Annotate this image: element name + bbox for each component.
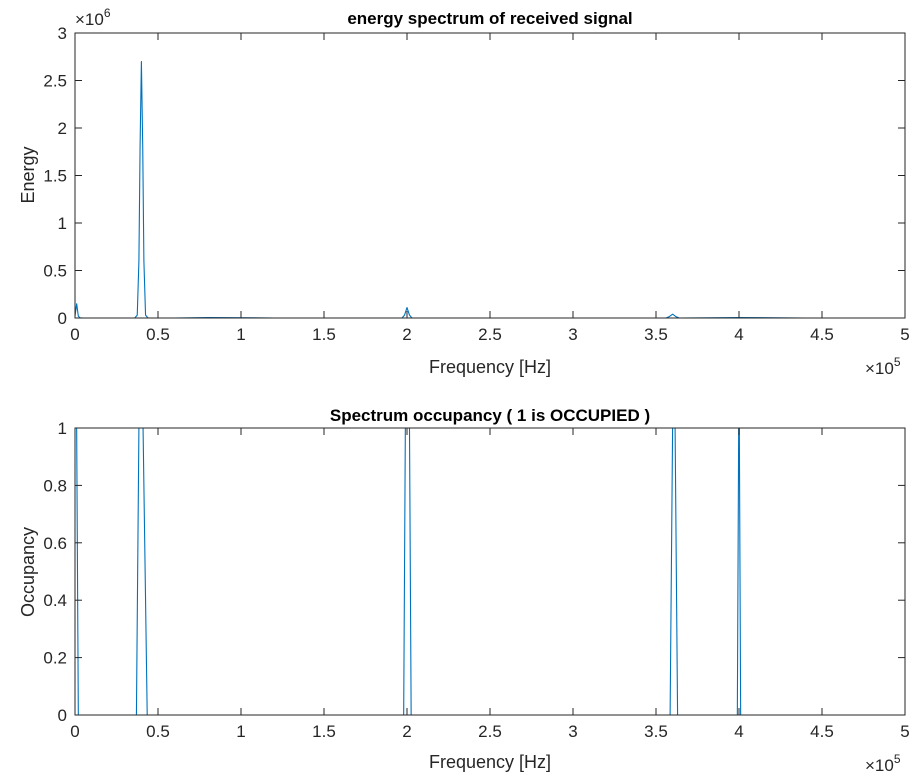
occupancy-plot-title: Spectrum occupancy ( 1 is OCCUPIED ) xyxy=(330,406,650,425)
occupancy-plot-xtick-label: 3 xyxy=(568,722,577,741)
energy-plot-xtick-label: 3 xyxy=(568,325,577,344)
occupancy-x-mult-exp: 5 xyxy=(894,752,901,766)
occupancy-plot-xlabel: Frequency [Hz] xyxy=(429,752,551,772)
energy-plot-xtick-label: 5 xyxy=(900,325,909,344)
occupancy-plot-xtick-label: 4 xyxy=(734,722,743,741)
energy-plot-ytick-labels: 0 0.5 1 1.5 2 2.5 3 xyxy=(43,24,67,328)
occupancy-plot-ytick-labels: 0 0.2 0.4 0.6 0.8 1 xyxy=(43,419,67,725)
energy-y-mult-exp: 6 xyxy=(104,6,111,20)
occupancy-plot-xtick-label: 0 xyxy=(70,722,79,741)
occupancy-plot-ytick-label: 0.4 xyxy=(43,591,67,610)
energy-plot-ytick-label: 0.5 xyxy=(43,262,67,281)
energy-plot-ytick-label: 0 xyxy=(58,309,67,328)
energy-plot-ytick-label: 1 xyxy=(58,214,67,233)
energy-x-mult-base: ×10 xyxy=(865,359,894,378)
occupancy-plot-x-multiplier: ×105 xyxy=(865,752,901,775)
occupancy-plot-ticks xyxy=(74,427,906,716)
energy-plot-xtick-labels: 0 0.5 1 1.5 2 2.5 3 3.5 4 4.5 5 xyxy=(70,325,909,344)
occupancy-plot-xtick-label: 0.5 xyxy=(146,722,170,741)
energy-plot-ticks xyxy=(74,32,906,319)
occupancy-plot-xtick-label: 1.5 xyxy=(312,722,336,741)
energy-plot-ytick-label: 1.5 xyxy=(43,167,67,186)
occupancy-plot-ylabel: Occupancy xyxy=(18,527,38,617)
occupancy-plot-ytick-label: 0 xyxy=(58,706,67,725)
occupancy-x-mult-base: ×10 xyxy=(865,756,894,775)
energy-plot-title: energy spectrum of received signal xyxy=(347,9,632,28)
energy-spectrum-plot: energy spectrum of received signal 0 0.5 1… xyxy=(18,6,910,378)
occupancy-plot-xtick-label: 2 xyxy=(402,722,411,741)
occupancy-plot: Spectrum occupancy ( 1 is OCCUPIED ) 0 0.… xyxy=(18,406,910,775)
energy-y-mult-base: ×10 xyxy=(75,10,104,29)
occupancy-plot-xtick-label: 3.5 xyxy=(644,722,668,741)
occupancy-plot-ytick-label: 0.8 xyxy=(43,476,67,495)
energy-plot-xtick-label: 4 xyxy=(734,325,743,344)
energy-plot-ytick-label: 3 xyxy=(58,24,67,43)
energy-plot-xtick-label: 2.5 xyxy=(478,325,502,344)
occupancy-plot-ytick-label: 1 xyxy=(58,419,67,438)
occupancy-plot-xtick-label: 2.5 xyxy=(478,722,502,741)
occupancy-plot-xtick-label: 1 xyxy=(236,722,245,741)
energy-plot-ylabel: Energy xyxy=(18,146,38,203)
energy-x-mult-exp: 5 xyxy=(894,355,901,369)
energy-plot-ytick-label: 2 xyxy=(58,119,67,138)
energy-plot-xtick-label: 3.5 xyxy=(644,325,668,344)
occupancy-plot-xtick-label: 5 xyxy=(900,722,909,741)
occupancy-plot-ytick-label: 0.2 xyxy=(43,649,67,668)
energy-plot-xtick-label: 4.5 xyxy=(810,325,834,344)
occupancy-plot-xtick-label: 4.5 xyxy=(810,722,834,741)
energy-plot-ytick-label: 2.5 xyxy=(43,72,67,91)
occupancy-plot-ytick-label: 0.6 xyxy=(43,534,67,553)
energy-plot-xtick-label: 1 xyxy=(236,325,245,344)
energy-plot-xtick-label: 0 xyxy=(70,325,79,344)
occupancy-plot-xtick-labels: 0 0.5 1 1.5 2 2.5 3 3.5 4 4.5 5 xyxy=(70,722,909,741)
energy-plot-xtick-label: 2 xyxy=(402,325,411,344)
energy-plot-xtick-label: 0.5 xyxy=(146,325,170,344)
energy-plot-xtick-label: 1.5 xyxy=(312,325,336,344)
energy-plot-x-multiplier: ×105 xyxy=(865,355,901,378)
energy-plot-y-multiplier: ×106 xyxy=(75,6,111,29)
energy-plot-xlabel: Frequency [Hz] xyxy=(429,357,551,377)
